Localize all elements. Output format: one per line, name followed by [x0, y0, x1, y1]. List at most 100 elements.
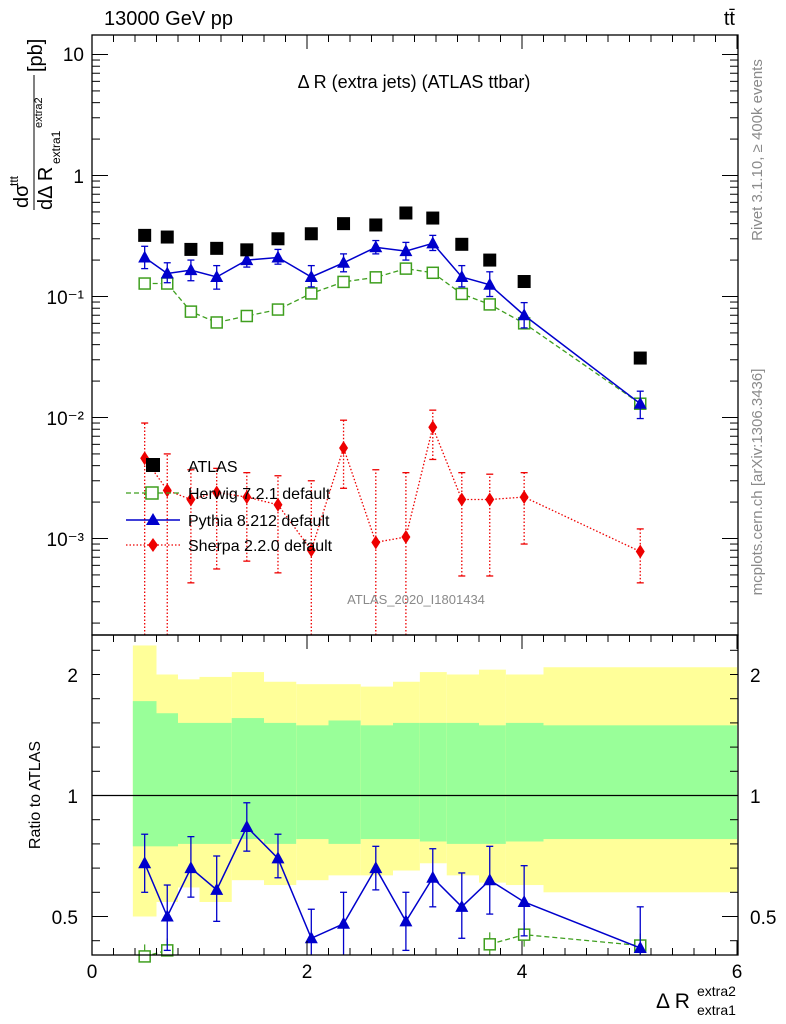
y-axis-title-numerator: dσ	[11, 184, 33, 208]
legend-marker-herwig	[145, 486, 159, 500]
data-point	[519, 490, 529, 505]
data-point	[210, 269, 224, 282]
data-point	[160, 230, 174, 244]
y-tick-label-0p1: 10⁻¹	[47, 288, 85, 309]
data-point	[369, 218, 383, 232]
ratio-band-inner	[296, 725, 329, 840]
data-point	[162, 483, 172, 498]
ratio-band-inner	[479, 725, 506, 844]
ratio-band-inner	[199, 722, 232, 844]
ratio-band-inner	[231, 718, 264, 840]
data-point	[455, 287, 469, 301]
data-point	[426, 211, 440, 225]
series-pythia	[138, 234, 647, 420]
y-axis-title-unit: [pb]	[25, 39, 47, 72]
ratio-tick-label-2-right: 2	[750, 666, 761, 687]
data-point	[242, 490, 252, 505]
y-axis-title-numerator-sup: ttt	[7, 175, 21, 186]
ratio-point	[138, 856, 152, 869]
data-point	[304, 227, 318, 241]
data-point	[457, 492, 467, 507]
ratio-point	[517, 894, 531, 907]
y-tick-label-1: 1	[73, 167, 84, 188]
mcplots-source-label: mcplots.cern.ch [arXiv:1306.3436]	[749, 369, 766, 596]
ratio-tick-label-2-left: 2	[67, 666, 78, 687]
data-point	[455, 269, 469, 282]
main-series-layer	[138, 206, 647, 635]
data-point	[210, 316, 223, 329]
data-point	[304, 269, 318, 282]
data-point	[271, 250, 285, 263]
collision-energy-label: 13000 GeV pp	[104, 8, 233, 30]
chart-title: Δ R (extra jets) (ATLAS ttbar)	[298, 72, 531, 92]
data-point	[240, 253, 254, 266]
ratio-point	[483, 938, 496, 951]
analysis-watermark: ATLAS_2020_I1801434	[347, 592, 485, 607]
data-point	[337, 255, 351, 268]
ratio-series-herwig	[138, 922, 647, 963]
y-axis-title-den-sub: extra1	[49, 130, 63, 164]
y-axis-title-denominator: dΔ R	[35, 167, 57, 210]
ratio-band-inner	[132, 701, 157, 847]
ratio-band-inner	[264, 722, 297, 844]
ratio-point	[210, 882, 224, 895]
ratio-band-inner	[446, 722, 479, 844]
data-point	[160, 266, 174, 279]
ratio-uncertainty-bands	[132, 645, 737, 917]
ratio-tick-label-1-left: 1	[67, 787, 78, 808]
ratio-point	[138, 950, 151, 963]
data-point	[339, 440, 349, 455]
x-tick-label-2: 2	[302, 962, 313, 983]
rivet-version-label: Rivet 3.1.10, ≥ 400k events	[749, 59, 766, 241]
series-herwig	[138, 262, 647, 410]
ratio-band-inner	[156, 713, 178, 847]
x-tick-label-4: 4	[517, 962, 528, 983]
ratio-band-inner	[178, 722, 200, 844]
data-point	[138, 228, 152, 242]
legend-label-pythia: Pythia 8.212 default	[188, 513, 330, 530]
x-axis-title-sub: extra1	[697, 1002, 736, 1018]
legend-label-atlas: ATLAS	[188, 459, 238, 476]
legend-marker-pythia	[146, 513, 160, 525]
ratio-line-herwig	[489, 933, 641, 947]
data-point	[399, 244, 413, 257]
ratio-band-inner	[393, 722, 420, 840]
data-point	[240, 243, 254, 257]
ratio-point	[271, 851, 285, 864]
data-point	[337, 275, 350, 289]
axes-ticks	[91, 35, 738, 955]
data-point	[633, 396, 647, 409]
x-axis-title-delta-r: Δ R	[656, 990, 690, 1013]
data-point	[138, 250, 152, 263]
legend-label-herwig: Herwig 7.2.1 default	[188, 486, 331, 503]
legend-label-sherpa: Sherpa 2.2.0 default	[188, 538, 333, 555]
data-point	[186, 492, 196, 507]
data-point	[271, 232, 285, 246]
ratio-series-pythia	[138, 802, 647, 955]
data-point	[399, 206, 413, 220]
data-point	[273, 497, 283, 512]
data-point	[240, 309, 254, 323]
ratio-tick-label-0p5-right: 0.5	[750, 908, 776, 929]
y-axis-title: dσ ttt dΔ R extra1 extra2 [pb]	[7, 39, 63, 210]
ratio-point	[633, 940, 647, 953]
y-tick-label-10: 10	[63, 45, 84, 66]
data-point	[337, 217, 351, 231]
data-point	[517, 275, 531, 289]
data-point	[483, 253, 497, 267]
data-point	[635, 544, 645, 559]
data-point	[212, 485, 222, 500]
data-point	[399, 262, 413, 275]
ratio-series-layer	[138, 802, 647, 963]
ratio-point	[240, 819, 254, 832]
ratio-point	[369, 861, 383, 874]
data-point	[184, 242, 198, 256]
legend-marker-atlas	[146, 458, 160, 472]
ratio-point	[455, 899, 469, 912]
data-point	[428, 420, 438, 435]
x-axis-title-sup: extra2	[697, 983, 736, 999]
ratio-band-inner	[543, 725, 737, 840]
data-point	[517, 308, 531, 321]
data-point	[633, 351, 647, 365]
